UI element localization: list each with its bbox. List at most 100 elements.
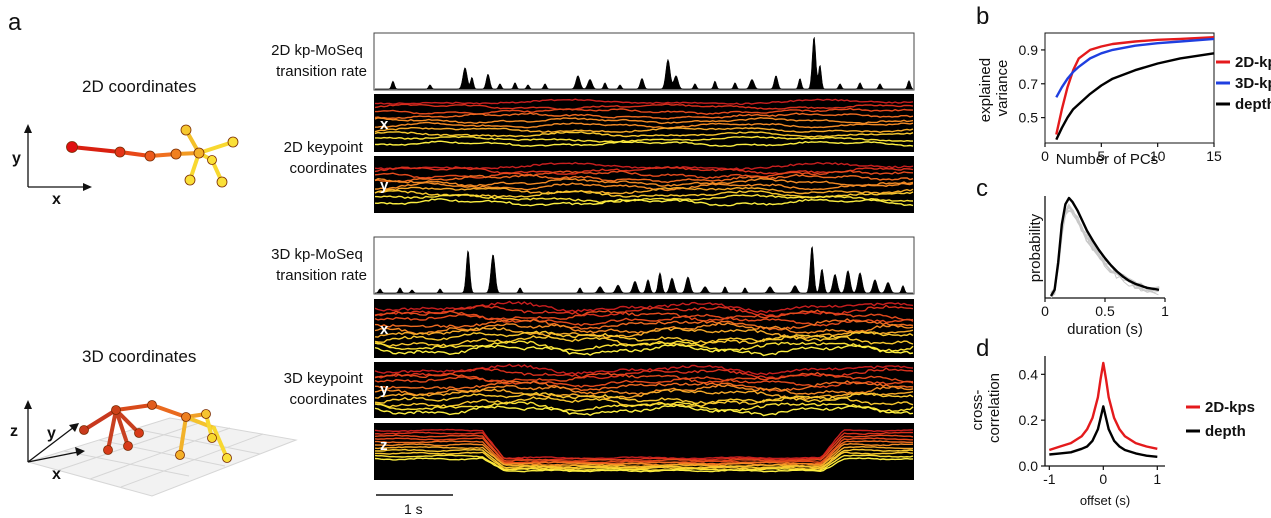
kp2d-x-traces: [374, 98, 914, 147]
p3y-trace-6: [374, 388, 914, 400]
chart-d-ytick-label-1: 0.2: [1019, 412, 1039, 428]
p3y-trace-7: [374, 392, 914, 405]
kp3d-rate-trace: [374, 245, 913, 294]
chart-d-legend-label-depth: depth: [1205, 423, 1246, 440]
kp3d-z-panel: z: [374, 423, 914, 480]
chart-b-legend-label-depth: depth: [1235, 96, 1271, 113]
kp2d-rate-box: [373, 32, 915, 91]
chart-d-series: [1048, 361, 1158, 458]
chart-c-replicate-6: [1050, 205, 1159, 298]
kp2d-coord-label: 2D keypoint coordinates: [284, 139, 367, 177]
chart-b-y-ticks: 0.5 0.7 0.9: [1019, 42, 1045, 126]
chart-c-x-ticks: 0 0.5 1: [1041, 298, 1169, 319]
chart-d-line-2D-kps: [1048, 361, 1158, 452]
chart-d-legend: 2D-kps depth: [1186, 399, 1255, 440]
kp3d-x-dim-label: x: [380, 321, 389, 338]
p3y-trace-3: [374, 376, 914, 388]
p3z-trace-9: [374, 454, 914, 472]
p2y-trace-2: [374, 169, 914, 180]
skeleton-3d-bones: [82, 403, 229, 460]
chart-b-xtick-label-2: 10: [1150, 148, 1166, 164]
chart-b-ytick-label-1: 0.7: [1019, 76, 1039, 92]
kp2d-rate-label: 2D kp-MoSeq transition rate: [271, 42, 367, 80]
skeleton-2d-y-label: y: [12, 150, 21, 167]
skeleton-3d-floor-grid: [26, 417, 298, 497]
kp2d-y-background: [374, 156, 914, 213]
skeleton-3d-joints: [79, 400, 232, 463]
p3z-trace-8: [375, 451, 914, 470]
chart-b-legend: 2D-kps 3D-kps depth: [1216, 54, 1271, 113]
kp3d-x-panel: x: [374, 299, 914, 358]
p2y-trace-9: [374, 198, 914, 207]
p2y-trace-4: [374, 177, 914, 188]
skeleton-3d-x-axis: [27, 451, 79, 463]
skeleton-2d-title: 2D coordinates: [82, 77, 196, 96]
chart-b-frame: [1044, 32, 1215, 144]
kp3d-y-panel: y: [374, 362, 914, 418]
skeleton-2d-joints: [66, 124, 239, 188]
chart-b-series: [1055, 36, 1215, 141]
chart-b: 0.5 0.7 0.9 0 5 10 15 explained variance Numb…: [977, 32, 1271, 168]
kp3d-z-dim-label: z: [380, 437, 388, 454]
skeleton-3d-z-label: z: [10, 423, 18, 440]
chart-b-ytick-label-2: 0.9: [1019, 42, 1039, 58]
panel-letter-c: c: [976, 175, 988, 202]
chart-b-line-2D-kps: [1055, 36, 1215, 135]
chart-b-x-ticks: 0 5 10 15: [1041, 143, 1222, 164]
p2x-trace-5: [374, 121, 914, 129]
p3z-trace-4: [375, 440, 914, 465]
chart-c-series: [1049, 196, 1160, 299]
chart-d-ylabel: cross- correlation: [969, 373, 1003, 443]
chart-b-legend-label-2D-kps: 2D-kps: [1235, 54, 1271, 71]
p3x-trace-4: [374, 318, 914, 331]
chart-b-ylabel: explained variance: [977, 54, 1011, 122]
chart-b-xtick-label-0: 0: [1041, 148, 1049, 164]
p3y-trace-10: [374, 404, 914, 417]
chart-c-xtick-label-0: 0: [1041, 303, 1049, 319]
kp2d-y-panel: y: [374, 156, 914, 213]
p2x-trace-1: [374, 103, 914, 111]
p2y-trace-3: [374, 173, 914, 184]
kp2d-x-dim-label: x: [380, 116, 389, 133]
p2y-trace-6: [374, 186, 914, 195]
chart-c-replicate-7: [1051, 209, 1159, 296]
p3y-trace-9: [374, 401, 914, 413]
skeleton-2d-y-arrow-icon: [24, 124, 32, 133]
p3z-trace-10: [374, 457, 914, 473]
chart-d-x-ticks: -1 0 1: [1043, 466, 1161, 487]
chart-c-replicate-3: [1050, 203, 1160, 299]
chart-c-xtick-label-1: 0.5: [1095, 303, 1115, 319]
chart-c-xlabel: duration (s): [1067, 321, 1143, 338]
p3x-trace-3: [374, 313, 914, 327]
p2y-trace-0: [374, 161, 914, 171]
p3x-trace-10: [374, 343, 914, 357]
p3x-trace-6: [374, 326, 914, 339]
trace-labels: 2D kp-MoSeq transition rate 2D keypoint …: [271, 42, 367, 408]
p3x-trace-9: [374, 340, 914, 352]
kp2d-y-traces: [374, 161, 914, 207]
panel-letter-b: b: [976, 3, 989, 30]
chart-d: 0.0 0.2 0.4 -1 0 1 cross- correlation offset…: [969, 356, 1255, 508]
skeleton-3d-x-arrow-icon: [75, 447, 85, 456]
chart-d-line-depth: [1049, 405, 1158, 458]
chart-d-legend-label-2D-kps: 2D-kps: [1205, 399, 1255, 416]
skeleton-2d-x-label: x: [52, 191, 61, 208]
p3z-trace-7: [374, 448, 914, 469]
p2x-trace-4: [374, 116, 914, 125]
chart-d-xlabel: offset (s): [1080, 493, 1130, 508]
chart-b-xlabel: Number of PCs: [1056, 151, 1159, 168]
chart-c-ylabel: probability: [1027, 213, 1044, 282]
skeleton-3d-y-axis: [27, 426, 75, 463]
chart-c-replicate-5: [1051, 204, 1160, 296]
chart-c-replicate-4: [1050, 204, 1159, 293]
chart-d-xtick-label-2: 1: [1153, 471, 1161, 487]
chart-d-y-ticks: 0.0 0.2 0.4: [1019, 366, 1045, 474]
chart-c-replicate-2: [1050, 207, 1159, 296]
panel-letter-d: d: [976, 335, 989, 362]
p3z-trace-3: [374, 437, 913, 464]
kp3d-y-dim-label: y: [380, 381, 389, 398]
chart-c-replicate-1: [1050, 210, 1160, 294]
p2y-trace-8: [374, 193, 914, 204]
kp3d-z-traces: [374, 428, 914, 473]
skeleton-3d: 3D coordinates z y x: [10, 347, 298, 497]
